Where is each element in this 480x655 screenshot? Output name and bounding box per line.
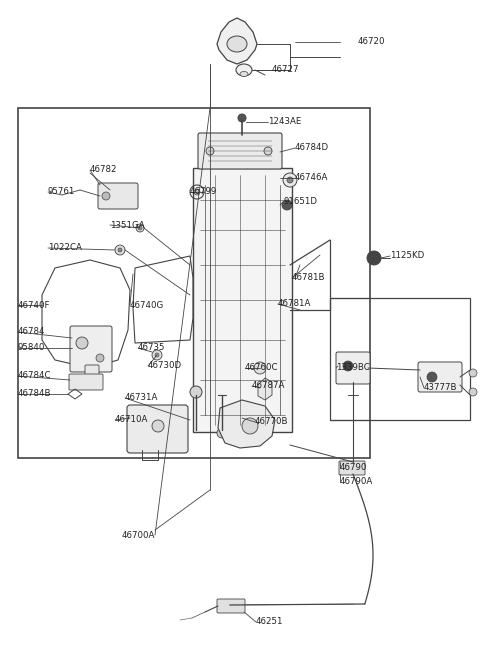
Text: 46740G: 46740G [130, 301, 164, 310]
Text: 1351GA: 1351GA [110, 221, 144, 229]
Text: 46784D: 46784D [295, 143, 329, 153]
FancyBboxPatch shape [198, 133, 282, 169]
Circle shape [343, 361, 353, 371]
Text: 46731A: 46731A [125, 394, 158, 403]
Bar [18, 108, 370, 458]
FancyBboxPatch shape [193, 168, 292, 432]
FancyBboxPatch shape [418, 362, 462, 392]
Circle shape [283, 173, 297, 187]
Text: 46784B: 46784B [18, 390, 51, 398]
Circle shape [194, 189, 200, 195]
Circle shape [282, 200, 292, 210]
Circle shape [190, 386, 202, 398]
Circle shape [206, 147, 214, 155]
Text: 46790: 46790 [340, 464, 367, 472]
FancyBboxPatch shape [69, 374, 103, 390]
Text: 46746A: 46746A [295, 174, 328, 183]
Circle shape [76, 337, 88, 349]
Text: 46787A: 46787A [252, 381, 286, 390]
Text: 46740F: 46740F [18, 301, 50, 310]
Circle shape [118, 248, 122, 252]
Text: 46784C: 46784C [18, 371, 51, 381]
Circle shape [138, 226, 142, 230]
Text: 95761: 95761 [48, 187, 75, 196]
Text: 46700A: 46700A [121, 531, 155, 540]
Circle shape [102, 192, 110, 200]
Text: 46727: 46727 [272, 66, 300, 75]
Text: 46790A: 46790A [340, 477, 373, 487]
Ellipse shape [236, 64, 252, 76]
Bar [330, 298, 470, 420]
Ellipse shape [227, 36, 247, 52]
Polygon shape [258, 378, 272, 400]
Text: 46760C: 46760C [245, 364, 278, 373]
Text: 1125KD: 1125KD [390, 252, 424, 261]
Text: 46720: 46720 [358, 37, 385, 47]
Text: 46251: 46251 [256, 618, 284, 626]
FancyBboxPatch shape [217, 599, 245, 613]
Circle shape [115, 245, 125, 255]
Circle shape [155, 353, 159, 357]
Text: 46781A: 46781A [278, 299, 312, 309]
Text: 46730D: 46730D [148, 362, 182, 371]
Ellipse shape [240, 71, 248, 77]
Text: 95840: 95840 [18, 343, 46, 352]
Polygon shape [217, 18, 257, 64]
Text: 46784: 46784 [18, 328, 46, 337]
Circle shape [427, 372, 437, 382]
Circle shape [469, 369, 477, 377]
Text: 46770B: 46770B [255, 417, 288, 426]
Circle shape [242, 418, 258, 434]
Circle shape [96, 354, 104, 362]
Circle shape [152, 350, 162, 360]
Circle shape [264, 147, 272, 155]
Circle shape [152, 420, 164, 432]
Circle shape [136, 224, 144, 232]
FancyBboxPatch shape [336, 352, 370, 384]
FancyBboxPatch shape [127, 405, 188, 453]
FancyBboxPatch shape [339, 461, 365, 475]
Text: 46735: 46735 [138, 343, 166, 352]
Text: 46781B: 46781B [292, 274, 325, 282]
FancyBboxPatch shape [85, 365, 99, 383]
Text: 46782: 46782 [90, 166, 118, 174]
Text: 1339BC: 1339BC [336, 364, 370, 373]
Circle shape [469, 388, 477, 396]
Polygon shape [218, 400, 275, 448]
FancyBboxPatch shape [70, 326, 112, 372]
Text: 1243AE: 1243AE [268, 117, 301, 126]
Text: 91651D: 91651D [283, 198, 317, 206]
Text: 43777B: 43777B [424, 383, 457, 392]
Text: 1022CA: 1022CA [48, 244, 82, 252]
Circle shape [254, 362, 266, 374]
Circle shape [217, 428, 227, 438]
Circle shape [287, 177, 293, 183]
Text: 46710A: 46710A [115, 415, 148, 424]
Circle shape [367, 251, 381, 265]
FancyBboxPatch shape [98, 183, 138, 209]
Text: 46799: 46799 [190, 187, 217, 196]
Circle shape [238, 114, 246, 122]
